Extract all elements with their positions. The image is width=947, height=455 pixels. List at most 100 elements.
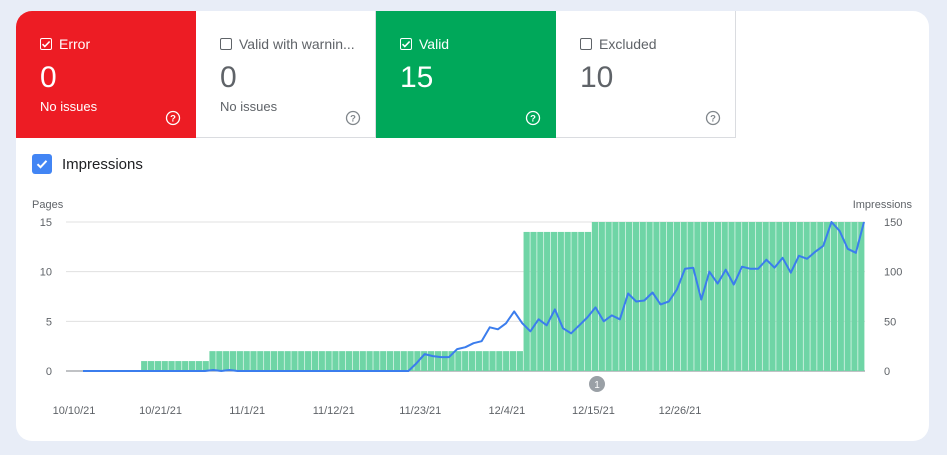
- pages-bar[interactable]: [721, 222, 728, 371]
- pages-bar[interactable]: [817, 222, 824, 371]
- warnings-checkbox[interactable]: [220, 38, 232, 50]
- valid-with-warnings-tile[interactable]: Valid with warnin... 0 No issues ?: [196, 11, 376, 138]
- pages-bar[interactable]: [858, 222, 865, 371]
- help-icon[interactable]: ?: [525, 110, 541, 126]
- pages-bar[interactable]: [509, 351, 517, 371]
- pages-bar[interactable]: [639, 222, 646, 371]
- annotation-marker[interactable]: 1: [589, 376, 605, 392]
- pages-bar[interactable]: [803, 222, 810, 371]
- pages-bar[interactable]: [475, 351, 482, 371]
- pages-bar[interactable]: [400, 351, 407, 371]
- pages-bar[interactable]: [851, 222, 858, 371]
- pages-bar[interactable]: [735, 222, 742, 371]
- pages-bar[interactable]: [298, 351, 305, 371]
- pages-bar[interactable]: [482, 351, 489, 371]
- pages-bar[interactable]: [530, 231, 537, 371]
- pages-bar[interactable]: [660, 222, 667, 371]
- pages-bar[interactable]: [523, 231, 530, 371]
- pages-bar[interactable]: [728, 222, 735, 371]
- pages-bar[interactable]: [707, 222, 715, 371]
- pages-bar[interactable]: [571, 231, 578, 371]
- pages-bar[interactable]: [455, 351, 462, 371]
- excluded-checkbox[interactable]: [580, 38, 592, 50]
- impressions-toggle[interactable]: Impressions: [32, 154, 143, 174]
- pages-bar[interactable]: [264, 351, 271, 371]
- pages-bar[interactable]: [141, 361, 148, 371]
- pages-bar[interactable]: [386, 351, 394, 371]
- pages-bar[interactable]: [557, 231, 564, 371]
- pages-bar[interactable]: [168, 361, 175, 371]
- pages-bar[interactable]: [810, 222, 817, 371]
- pages-bar[interactable]: [625, 222, 633, 371]
- help-icon[interactable]: ?: [165, 110, 181, 126]
- pages-bar[interactable]: [250, 351, 257, 371]
- pages-bar[interactable]: [619, 222, 626, 371]
- pages-bar[interactable]: [311, 351, 319, 371]
- pages-bar[interactable]: [837, 222, 844, 371]
- pages-bar[interactable]: [154, 361, 162, 371]
- pages-bar[interactable]: [578, 231, 585, 371]
- pages-bar[interactable]: [325, 351, 332, 371]
- pages-bar[interactable]: [789, 222, 797, 371]
- pages-bar[interactable]: [742, 222, 749, 371]
- pages-bar[interactable]: [373, 351, 380, 371]
- pages-bar[interactable]: [421, 351, 428, 371]
- pages-bar[interactable]: [489, 351, 496, 371]
- pages-bar[interactable]: [229, 351, 237, 371]
- pages-bar[interactable]: [537, 231, 544, 371]
- impressions-line[interactable]: [83, 221, 865, 372]
- pages-bar[interactable]: [612, 222, 619, 371]
- pages-bar[interactable]: [544, 231, 551, 371]
- pages-bar[interactable]: [441, 351, 448, 371]
- pages-bar[interactable]: [714, 222, 721, 371]
- pages-bar[interactable]: [564, 231, 571, 371]
- pages-bar[interactable]: [339, 351, 346, 371]
- pages-bar[interactable]: [844, 222, 851, 371]
- pages-bar[interactable]: [585, 231, 592, 371]
- pages-bar[interactable]: [270, 351, 278, 371]
- pages-bar[interactable]: [380, 351, 387, 371]
- excluded-tile[interactable]: Excluded 10 ?: [556, 11, 736, 138]
- pages-bar[interactable]: [209, 351, 216, 371]
- pages-bar[interactable]: [243, 351, 250, 371]
- pages-bar[interactable]: [598, 222, 605, 371]
- pages-bar[interactable]: [550, 231, 558, 371]
- error-tile[interactable]: Error 0 No issues ?: [16, 11, 196, 138]
- pages-bar[interactable]: [824, 222, 831, 371]
- pages-bar[interactable]: [352, 351, 360, 371]
- pages-bar[interactable]: [830, 222, 838, 371]
- pages-bar[interactable]: [632, 222, 640, 371]
- pages-bar[interactable]: [769, 222, 776, 371]
- pages-bar[interactable]: [755, 222, 762, 371]
- pages-bar[interactable]: [448, 351, 455, 371]
- pages-bar[interactable]: [796, 222, 803, 371]
- pages-bar[interactable]: [503, 351, 510, 371]
- pages-bar[interactable]: [318, 351, 325, 371]
- pages-bar[interactable]: [359, 351, 366, 371]
- help-icon[interactable]: ?: [345, 110, 361, 126]
- pages-bar[interactable]: [195, 361, 202, 371]
- pages-bar[interactable]: [776, 222, 783, 371]
- pages-bar[interactable]: [427, 351, 435, 371]
- pages-bar[interactable]: [257, 351, 264, 371]
- pages-bar[interactable]: [202, 361, 209, 371]
- pages-bar[interactable]: [701, 222, 708, 371]
- pages-bar[interactable]: [687, 222, 694, 371]
- pages-bar[interactable]: [284, 351, 291, 371]
- pages-bar[interactable]: [680, 222, 687, 371]
- pages-bar[interactable]: [468, 351, 476, 371]
- pages-bar[interactable]: [175, 361, 182, 371]
- pages-bar[interactable]: [147, 361, 155, 371]
- pages-bar[interactable]: [434, 351, 441, 371]
- pages-bar[interactable]: [366, 351, 373, 371]
- pages-bar[interactable]: [291, 351, 298, 371]
- pages-bar[interactable]: [673, 222, 681, 371]
- pages-bar[interactable]: [216, 351, 223, 371]
- valid-tile[interactable]: Valid 15 ?: [376, 11, 556, 138]
- pages-bar[interactable]: [666, 222, 674, 371]
- pages-bar[interactable]: [748, 222, 756, 371]
- pages-bar[interactable]: [496, 351, 503, 371]
- pages-bar[interactable]: [161, 361, 168, 371]
- pages-bar[interactable]: [182, 361, 189, 371]
- pages-bar[interactable]: [305, 351, 312, 371]
